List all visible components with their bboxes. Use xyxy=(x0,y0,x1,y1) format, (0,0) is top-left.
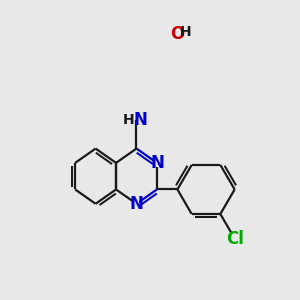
Text: N: N xyxy=(133,111,147,129)
Text: O: O xyxy=(170,25,184,43)
Text: N: N xyxy=(150,154,164,172)
Bar xyxy=(230,234,240,243)
Bar xyxy=(154,158,160,167)
Text: H: H xyxy=(122,113,134,127)
Bar xyxy=(126,116,132,124)
Bar xyxy=(134,200,139,208)
Text: N: N xyxy=(130,195,143,213)
Bar xyxy=(175,30,180,38)
Bar xyxy=(137,116,143,124)
Text: H: H xyxy=(179,25,191,39)
Text: Cl: Cl xyxy=(226,230,244,247)
